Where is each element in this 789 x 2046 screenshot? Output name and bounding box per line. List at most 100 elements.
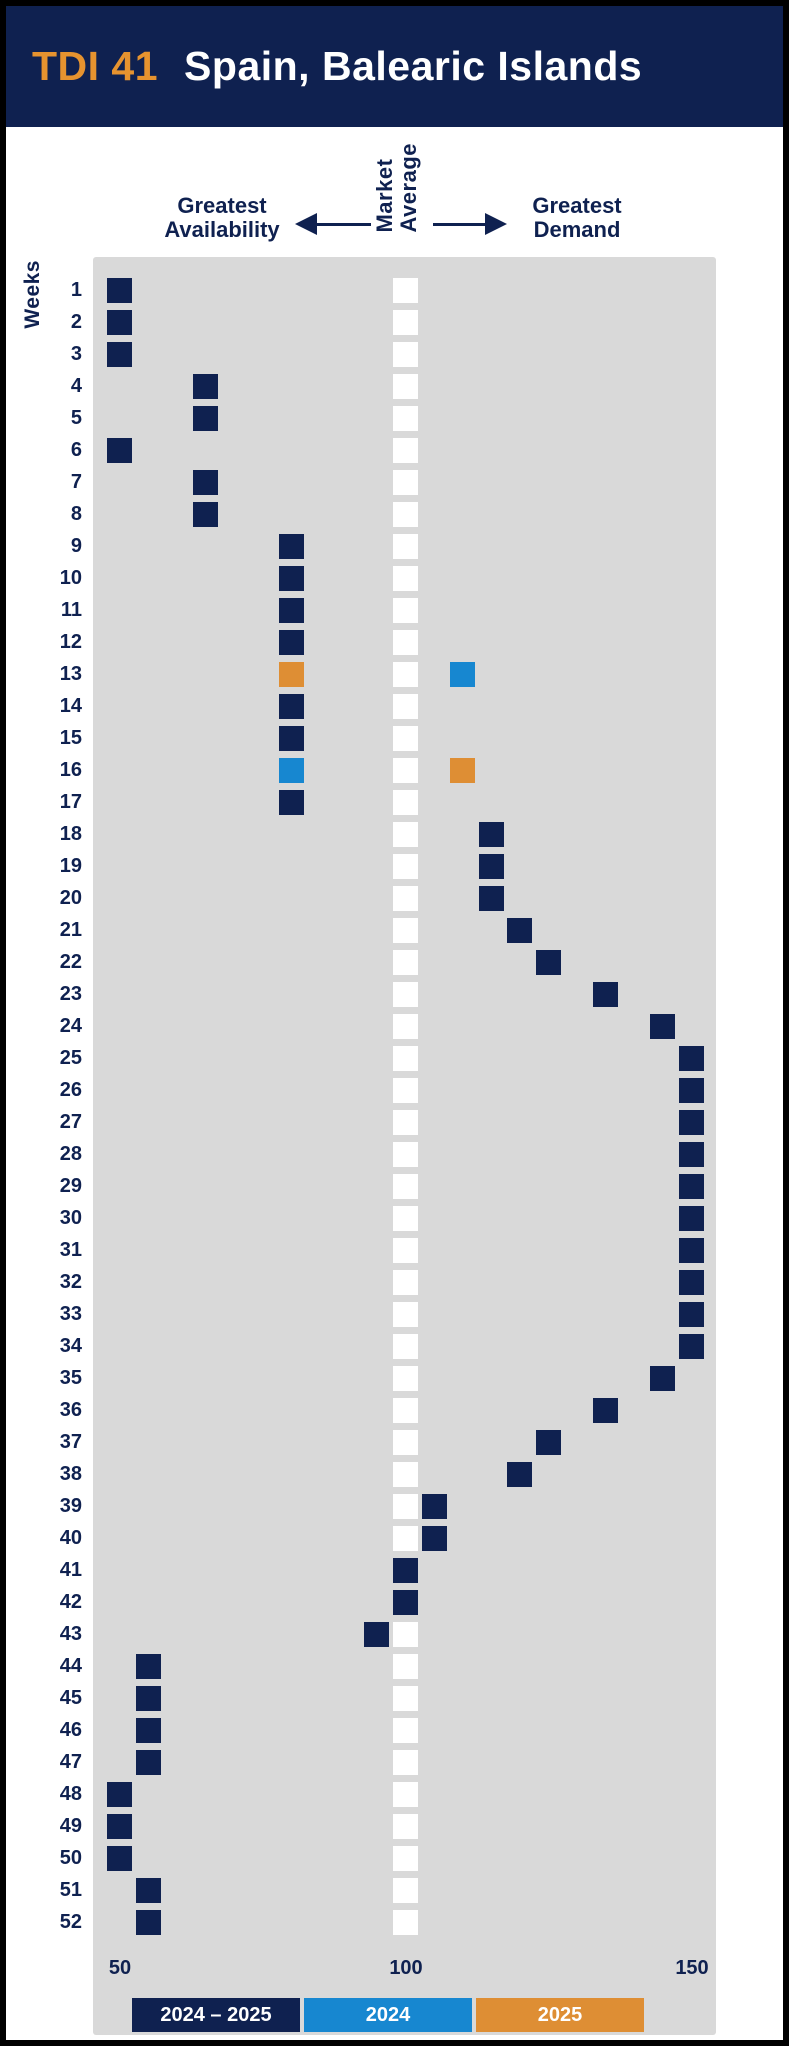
grid-cell	[164, 1750, 190, 1775]
grid-cell	[392, 1014, 418, 1039]
week-number-label: 7	[70, 471, 82, 493]
grid-cell	[192, 694, 218, 719]
grid-cell	[678, 1526, 704, 1551]
grid-cell	[164, 726, 190, 751]
grid-cell	[135, 1206, 161, 1231]
grid-cell	[621, 790, 647, 815]
grid-cell	[335, 1046, 361, 1071]
week-number-label: 8	[70, 503, 82, 525]
grid-cell	[678, 342, 704, 367]
week-number-label: 20	[59, 887, 82, 909]
grid-cell	[650, 886, 676, 911]
grid-cell	[364, 982, 390, 1007]
grid-cell	[335, 1558, 361, 1583]
grid-cell	[450, 790, 476, 815]
grid-cell	[678, 1750, 704, 1775]
grid-cell	[535, 1174, 561, 1199]
grid-cell	[364, 1814, 390, 1839]
grid-cell	[593, 694, 619, 719]
grid-cell	[478, 1686, 504, 1711]
grid-cell	[364, 278, 390, 303]
grid-cell	[107, 982, 132, 1007]
grid-cell	[192, 726, 218, 751]
grid-cell	[307, 502, 333, 527]
grid-cell	[135, 1270, 161, 1295]
label-market-average-text: Market Average	[372, 143, 421, 233]
grid-cell	[278, 1014, 304, 1039]
grid-cell	[192, 662, 218, 687]
grid-cell	[564, 1590, 590, 1615]
grid-cell	[421, 1814, 447, 1839]
grid-cell	[192, 1686, 218, 1711]
grid-cell	[535, 1366, 561, 1391]
grid-cell	[421, 694, 447, 719]
grid-cell	[164, 630, 190, 655]
grid-cell	[107, 1910, 132, 1935]
week-number-label: 28	[59, 1143, 82, 1165]
grid-cell	[221, 918, 247, 943]
grid-cell	[678, 1910, 704, 1935]
grid-cell	[221, 1718, 247, 1743]
grid-cell	[164, 1078, 190, 1103]
grid-cell	[678, 1782, 704, 1807]
grid-cell	[678, 1494, 704, 1519]
grid-cell	[164, 1846, 190, 1871]
grid-cell	[678, 1846, 704, 1871]
grid-cell	[450, 1494, 476, 1519]
grid-cell	[107, 758, 132, 783]
grid-cell	[249, 918, 275, 943]
right-arrow-line	[433, 223, 487, 226]
waffle-grid	[107, 278, 704, 1935]
grid-cell	[307, 310, 333, 335]
grid-cell	[164, 790, 190, 815]
grid-cell	[421, 1142, 447, 1167]
grid-cell	[364, 1366, 390, 1391]
grid-cell	[221, 630, 247, 655]
grid-cell	[621, 1846, 647, 1871]
grid-cell	[650, 1366, 676, 1391]
grid-cell	[135, 1846, 161, 1871]
grid-cell	[364, 790, 390, 815]
grid-cell	[450, 950, 476, 975]
grid-cell	[593, 1398, 619, 1423]
grid-cell	[307, 630, 333, 655]
grid-cell	[164, 1878, 190, 1903]
week-number-label: 30	[59, 1207, 82, 1229]
grid-cell	[564, 1206, 590, 1231]
grid-cell	[164, 342, 190, 367]
grid-cell	[650, 1846, 676, 1871]
grid-cell	[535, 1046, 561, 1071]
grid-cell	[650, 950, 676, 975]
grid-cell	[478, 1622, 504, 1647]
grid-cell	[593, 310, 619, 335]
grid-cell	[249, 310, 275, 335]
grid-cell	[507, 1366, 533, 1391]
grid-cell	[450, 694, 476, 719]
grid-cell	[621, 950, 647, 975]
grid-cell	[307, 726, 333, 751]
grid-cell	[278, 1046, 304, 1071]
grid-cell	[421, 342, 447, 367]
grid-cell	[392, 1174, 418, 1199]
grid-cell	[535, 950, 561, 975]
grid-cell	[107, 790, 132, 815]
grid-cell	[678, 1398, 704, 1423]
grid-cell	[450, 1398, 476, 1423]
grid-cell	[478, 630, 504, 655]
week-number-label: 42	[59, 1591, 82, 1613]
grid-cell	[392, 1334, 418, 1359]
grid-cell	[507, 790, 533, 815]
grid-cell	[278, 694, 304, 719]
grid-cell	[192, 278, 218, 303]
grid-cell	[621, 1142, 647, 1167]
grid-cell	[107, 1334, 132, 1359]
grid-cell	[335, 950, 361, 975]
grid-cell	[192, 1046, 218, 1071]
grid-cell	[307, 1142, 333, 1167]
grid-cell	[650, 1238, 676, 1263]
grid-cell	[307, 854, 333, 879]
grid-cell	[335, 1270, 361, 1295]
grid-cell	[507, 1686, 533, 1711]
grid-cell	[278, 726, 304, 751]
week-number-label: 41	[59, 1559, 82, 1581]
